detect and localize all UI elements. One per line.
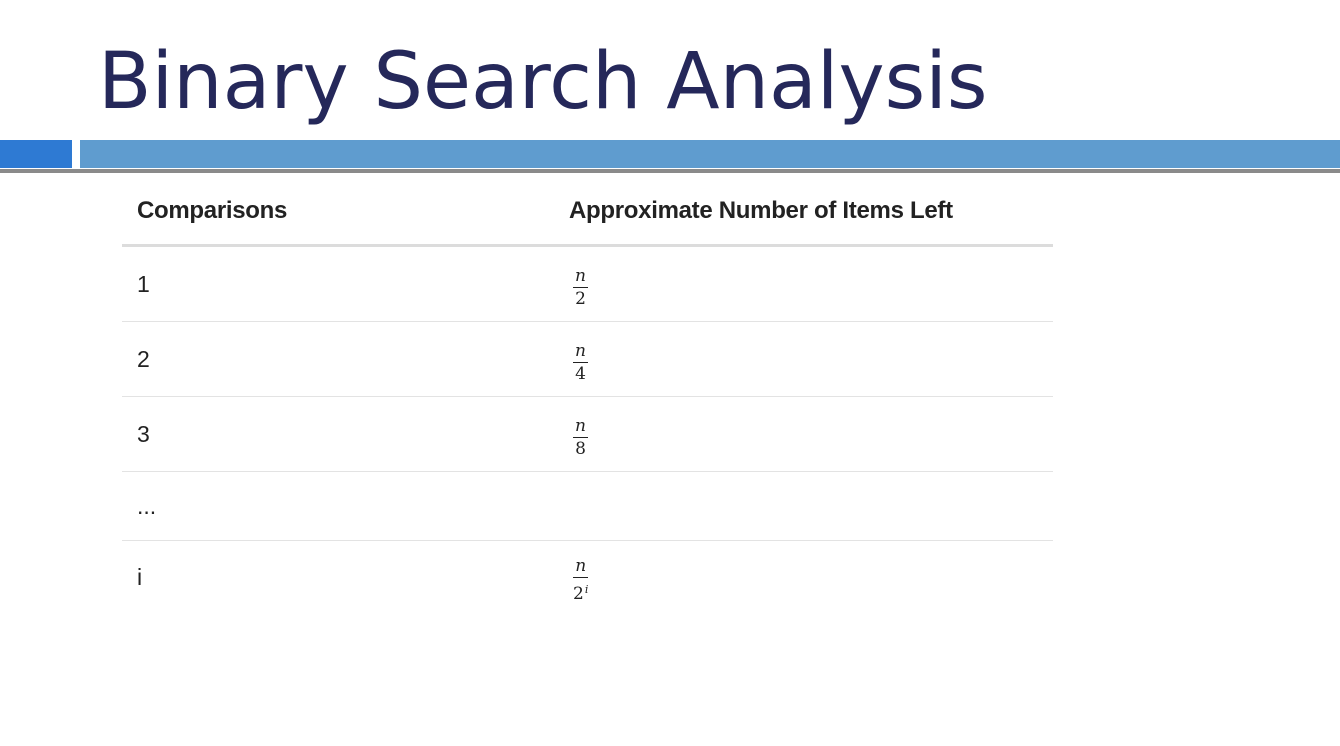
fraction-denominator: 4 [575,363,586,384]
fraction: n 4 [573,340,588,384]
divider-rule [0,169,1340,173]
comparisons-cell: ... [122,471,569,541]
accent-bar-left [0,140,72,168]
comparisons-cell: 2 [122,321,569,397]
column-header-comparisons: Comparisons [122,178,569,247]
fraction-numerator: n [573,340,588,363]
fraction-numerator: n [573,415,588,438]
fraction-denominator: 2 [575,288,586,309]
table-header-row: Comparisons Approximate Number of Items … [122,178,1053,247]
accent-bar-right [80,140,1340,168]
denominator-base: 2 [573,584,584,604]
slide-title: Binary Search Analysis [98,37,988,127]
fraction-numerator: n [573,556,589,578]
fraction-numerator: n [573,265,588,288]
table-row: i n 2i [122,541,1053,614]
analysis-table: Comparisons Approximate Number of Items … [122,178,1053,613]
table-row: 3 n 8 [122,396,1053,472]
table-row: 1 n 2 [122,245,1053,322]
items-left-cell [569,471,1053,541]
comparisons-cell: 1 [122,245,569,322]
column-header-items-left: Approximate Number of Items Left [569,178,1053,247]
fraction-denominator: 8 [575,438,586,459]
items-left-cell: n 2i [569,541,1053,614]
items-left-cell: n 4 [569,321,1053,397]
denominator-base: 8 [575,438,586,459]
comparisons-cell: 3 [122,396,569,472]
fraction: n 2i [573,557,588,604]
denominator-base: 4 [575,363,586,384]
denominator-base: 2 [575,288,586,309]
denominator-exponent: i [584,583,589,596]
fraction-denominator: 2i [573,578,588,604]
table-row: 2 n 4 [122,321,1053,397]
table-row: ... [122,471,1053,541]
items-left-cell: n 2 [569,245,1053,322]
fraction: n 2 [573,265,588,309]
fraction: n 8 [573,415,588,459]
comparisons-cell: i [137,563,143,590]
items-left-cell: n 8 [569,396,1053,472]
